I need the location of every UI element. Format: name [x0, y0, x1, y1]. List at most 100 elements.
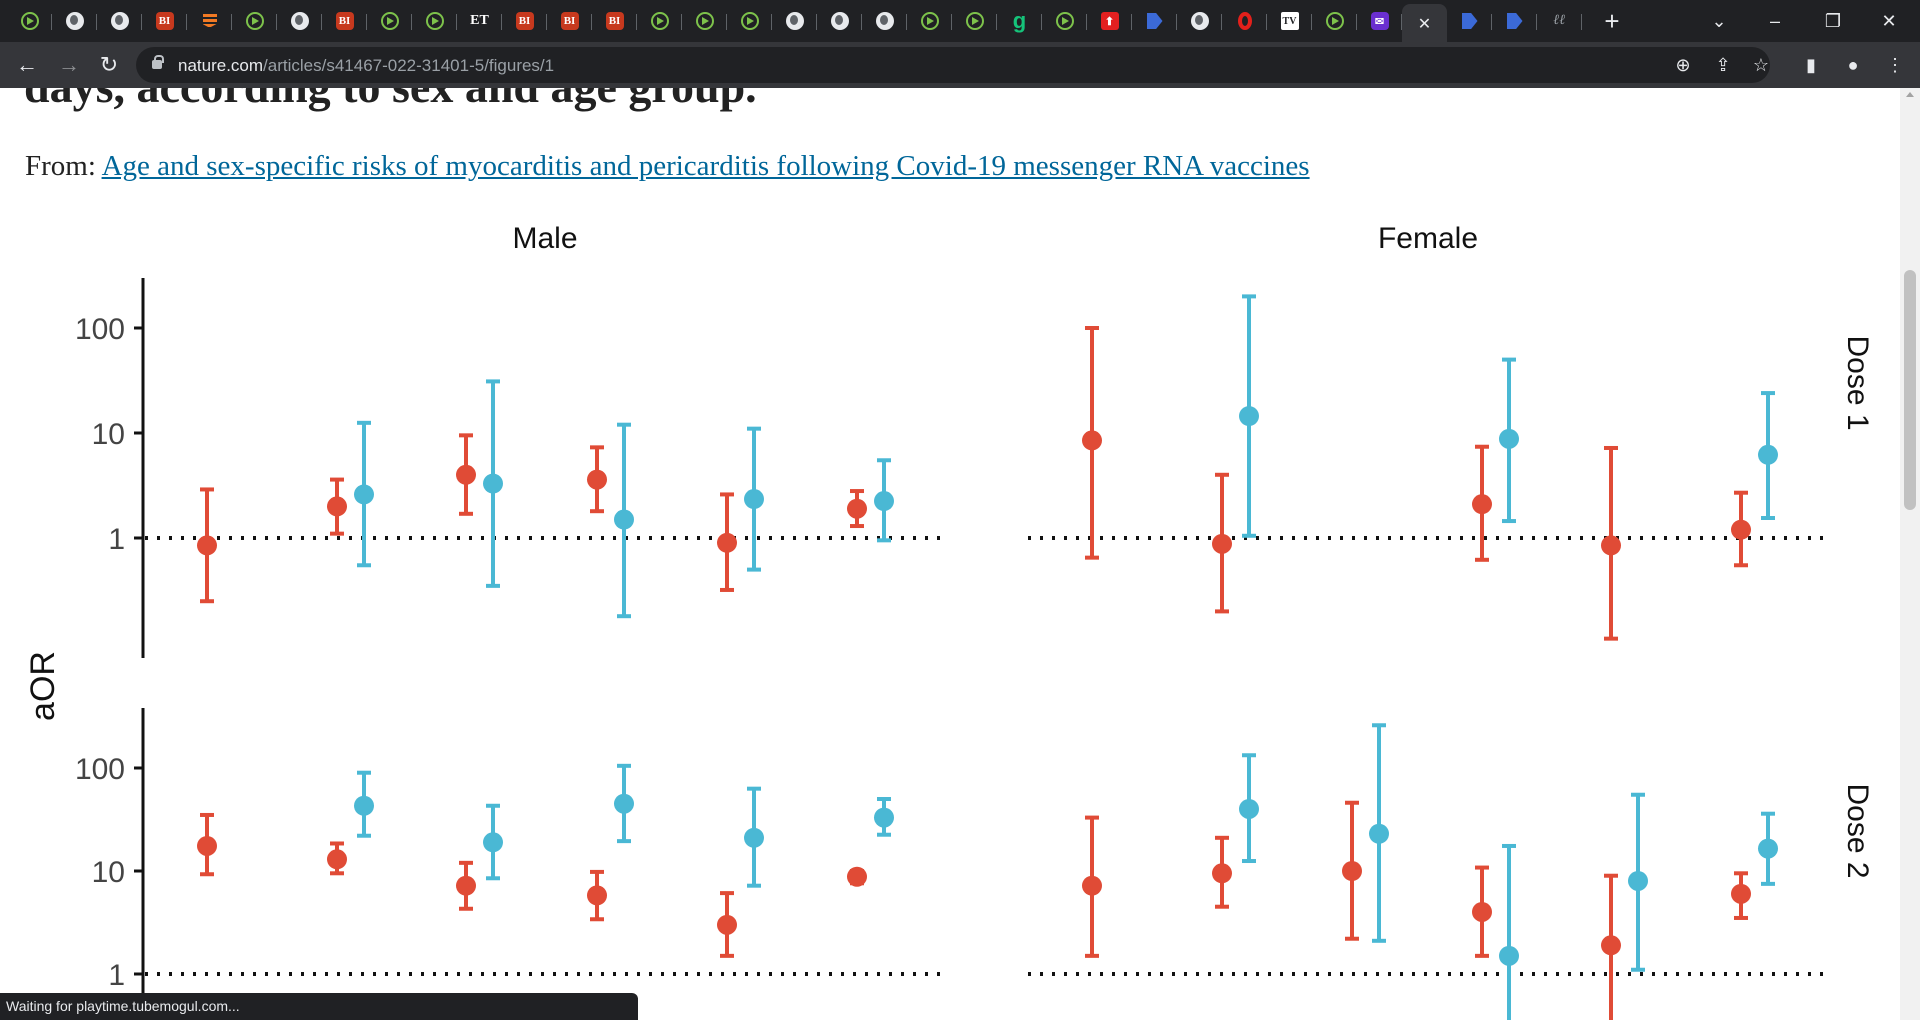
side-panel-icon[interactable]: ▮	[1806, 55, 1816, 75]
lines-icon: ℓℓ	[1553, 13, 1566, 28]
browser-tab[interactable]	[97, 4, 142, 38]
browser-tab[interactable]	[7, 4, 52, 38]
point-estimate	[1239, 406, 1259, 427]
y-axis-label: aOR	[24, 651, 62, 721]
browser-tab[interactable]	[682, 4, 727, 38]
point-estimate	[354, 484, 374, 505]
browser-tab[interactable]: g	[997, 4, 1042, 38]
close-icon[interactable]: ✕	[1417, 13, 1432, 33]
tab-separator	[366, 14, 367, 30]
point-estimate	[1472, 901, 1492, 922]
point-estimate	[1472, 494, 1492, 515]
globe-icon	[875, 12, 894, 30]
lock-icon[interactable]	[152, 55, 164, 69]
scroll-up-arrow[interactable]	[1906, 92, 1914, 97]
page-scrollbar[interactable]	[1900, 88, 1920, 1020]
browser-tab[interactable]	[727, 4, 772, 38]
opera-icon	[1237, 12, 1252, 30]
browser-tab[interactable]	[412, 4, 457, 38]
browser-tab[interactable]	[187, 4, 232, 38]
browser-tab[interactable]: ✉	[1357, 4, 1402, 38]
browser-tab[interactable]: ✕	[1402, 4, 1447, 42]
close-window-icon[interactable]: ✕	[1881, 10, 1897, 31]
tab-separator	[276, 14, 277, 30]
browser-tab[interactable]: BI	[322, 4, 367, 38]
forward-button[interactable]: →	[58, 52, 80, 77]
point-estimate	[483, 473, 503, 494]
point-estimate	[1628, 870, 1648, 891]
browser-tab[interactable]	[1492, 4, 1537, 38]
y-tick-label: 100	[75, 753, 125, 786]
tab-search-icon[interactable]: ⌄	[1711, 10, 1727, 31]
browser-tab[interactable]	[817, 4, 862, 38]
globe-icon	[1190, 12, 1209, 30]
browser-tab[interactable]	[52, 4, 97, 38]
tab-separator	[906, 14, 907, 30]
browser-tab[interactable]	[1042, 4, 1087, 38]
minimize-icon[interactable]: –	[1769, 10, 1780, 31]
browser-tab[interactable]	[907, 4, 952, 38]
reload-button[interactable]: ↻	[99, 52, 119, 77]
point-estimate	[1499, 428, 1519, 449]
url-host: nature.com	[178, 56, 264, 75]
zoom-icon[interactable]: ⊕	[1675, 55, 1691, 75]
play-icon	[425, 12, 444, 30]
point-estimate	[1601, 935, 1621, 956]
browser-tab[interactable]	[1132, 4, 1177, 38]
point-estimate	[1239, 798, 1259, 819]
point-estimate	[587, 469, 607, 490]
restore-icon[interactable]: ❐	[1824, 10, 1842, 31]
arrow-icon	[1146, 13, 1163, 29]
source-line: From: Age and sex-specific risks of myoc…	[25, 150, 1310, 183]
y-tick-label: 1	[108, 523, 125, 556]
url-path: /articles/s41467-022-31401-5/figures/1	[263, 56, 555, 75]
tab-separator	[1176, 14, 1177, 30]
browser-tab[interactable]	[1222, 4, 1267, 38]
point-estimate	[197, 835, 217, 856]
point-estimate	[717, 532, 737, 553]
browser-tab[interactable]	[1177, 4, 1222, 38]
browser-tab[interactable]: BI	[547, 4, 592, 38]
browser-tab[interactable]: ET	[457, 4, 502, 38]
browser-tab[interactable]	[952, 4, 997, 38]
profile-icon[interactable]: ●	[1847, 55, 1859, 75]
browser-tab[interactable]: BI	[502, 4, 547, 38]
browser-tab[interactable]	[367, 4, 412, 38]
browser-tab[interactable]: ℓℓ	[1537, 4, 1582, 38]
back-button[interactable]: ←	[16, 52, 38, 77]
tab-separator	[96, 14, 97, 30]
y-tick-label: 10	[92, 856, 125, 889]
browser-tab[interactable]	[1447, 4, 1492, 38]
browser-tab[interactable]	[637, 4, 682, 38]
new-tab-button[interactable]: +	[1604, 6, 1620, 36]
point-estimate	[456, 464, 476, 485]
url-text[interactable]: nature.com/articles/s41467-022-31401-5/f…	[178, 56, 554, 76]
bookmark-star-icon[interactable]: ☆	[1752, 55, 1770, 75]
browser-tab[interactable]: BI	[592, 4, 637, 38]
arrow-icon	[1506, 13, 1523, 29]
browser-tab[interactable]	[862, 4, 907, 38]
point-estimate	[1082, 430, 1102, 451]
share-icon[interactable]: ⇪	[1715, 55, 1731, 75]
browser-tab[interactable]: BI	[142, 4, 187, 38]
scroll-thumb[interactable]	[1904, 270, 1916, 510]
address-bar[interactable]: nature.com/articles/s41467-022-31401-5/f…	[136, 47, 1770, 83]
browser-tab[interactable]: ⬆	[1087, 4, 1132, 38]
point-estimate	[1601, 535, 1621, 556]
play-icon	[380, 12, 399, 30]
article-link[interactable]: Age and sex-specific risks of myocarditi…	[101, 150, 1310, 182]
browser-tab[interactable]	[277, 4, 322, 38]
menu-icon[interactable]: ⋮	[1886, 55, 1904, 75]
tab-separator	[726, 14, 727, 30]
tab-separator	[636, 14, 637, 30]
browser-tab[interactable]: TV	[1267, 4, 1312, 38]
tab-separator	[321, 14, 322, 30]
tab-separator	[141, 14, 142, 30]
globe-icon	[785, 12, 804, 30]
tab-separator	[1536, 14, 1537, 30]
browser-tab[interactable]	[1312, 4, 1357, 38]
browser-tab[interactable]	[772, 4, 817, 38]
play-icon	[1325, 12, 1344, 30]
browser-tab[interactable]	[232, 4, 277, 38]
play-icon	[920, 12, 939, 30]
